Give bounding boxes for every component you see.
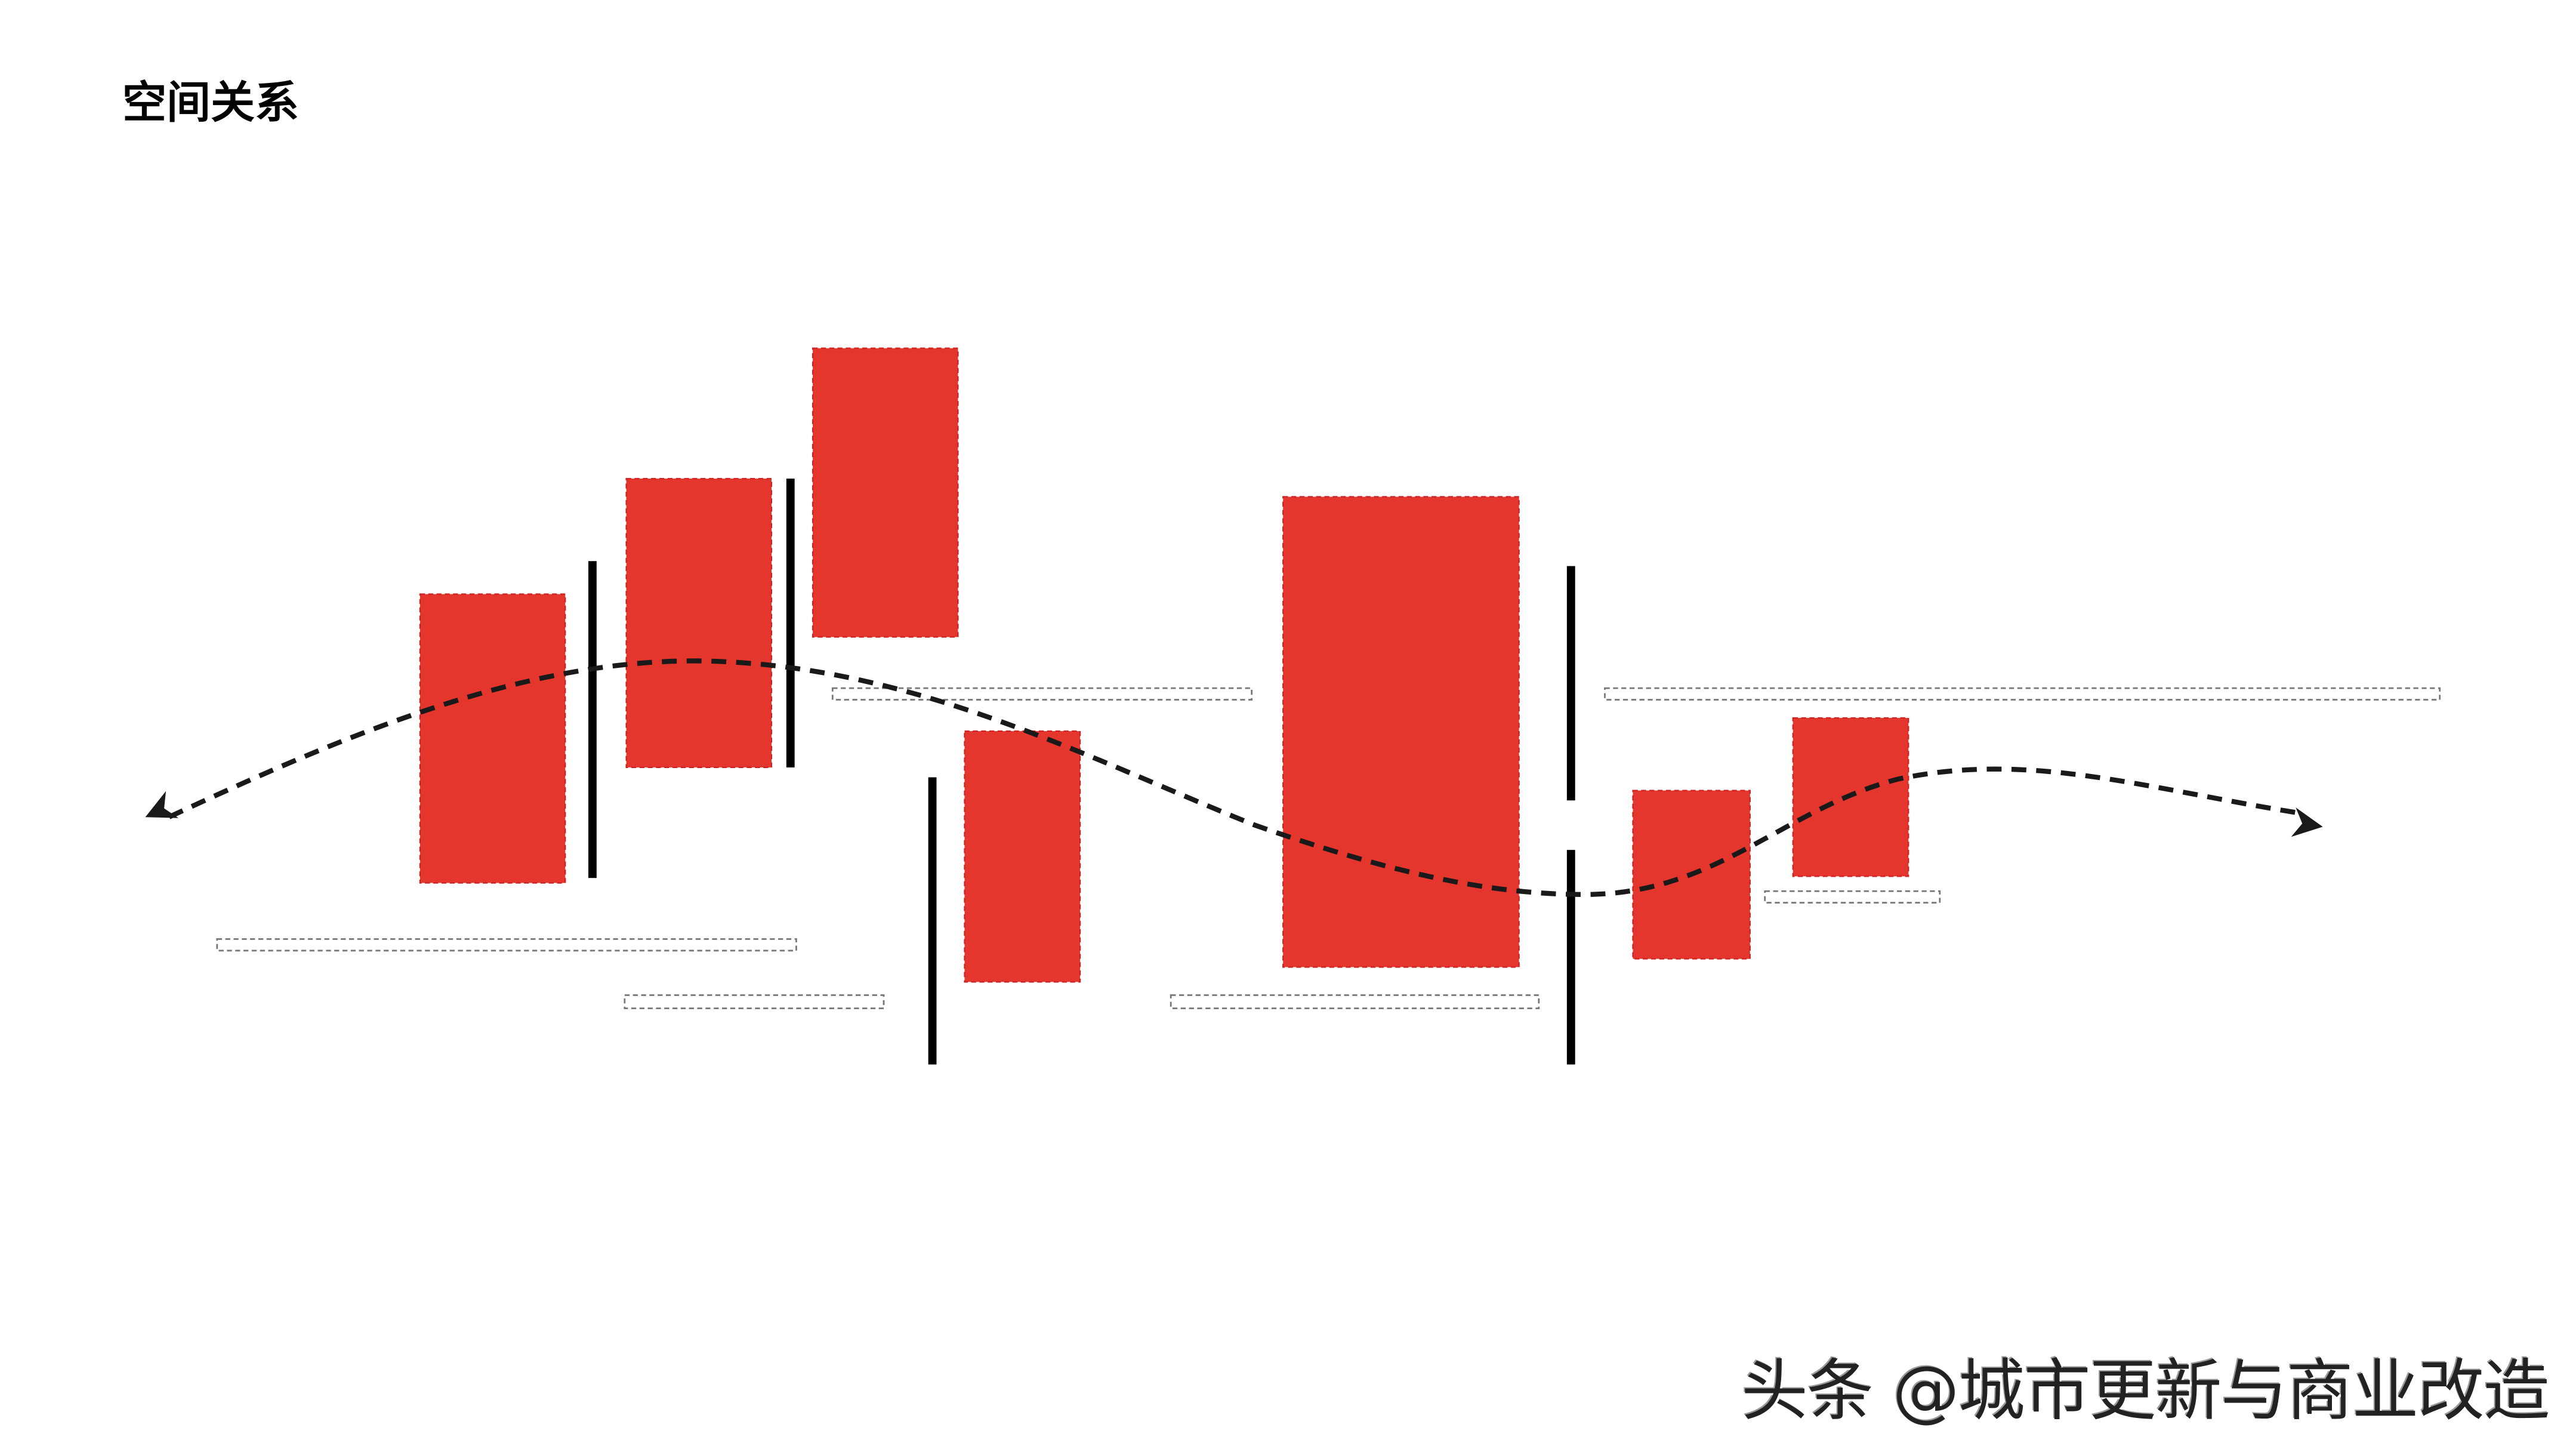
dashed-zone-5 xyxy=(1604,687,2441,701)
block-1 xyxy=(419,593,566,884)
wall-4-upper xyxy=(1566,566,1575,801)
dashed-zone-1 xyxy=(216,938,797,952)
wall-3 xyxy=(928,777,937,1065)
block-4 xyxy=(964,730,1081,983)
dashed-zone-2 xyxy=(624,994,885,1010)
block-3 xyxy=(812,347,959,638)
page-title: 空间关系 xyxy=(122,77,299,128)
wall-1 xyxy=(588,561,597,878)
watermark: 头条 @城市更新与商业改造 xyxy=(1741,1352,2550,1430)
block-5 xyxy=(1282,496,1520,968)
dashed-zone-6 xyxy=(1764,890,1941,904)
movement-path-arrow xyxy=(145,658,2323,897)
wall-2 xyxy=(786,478,795,767)
block-2 xyxy=(625,477,773,769)
dashed-zone-4 xyxy=(1170,994,1540,1010)
wall-4-lower xyxy=(1566,850,1575,1065)
dashed-zone-3 xyxy=(831,687,1253,701)
